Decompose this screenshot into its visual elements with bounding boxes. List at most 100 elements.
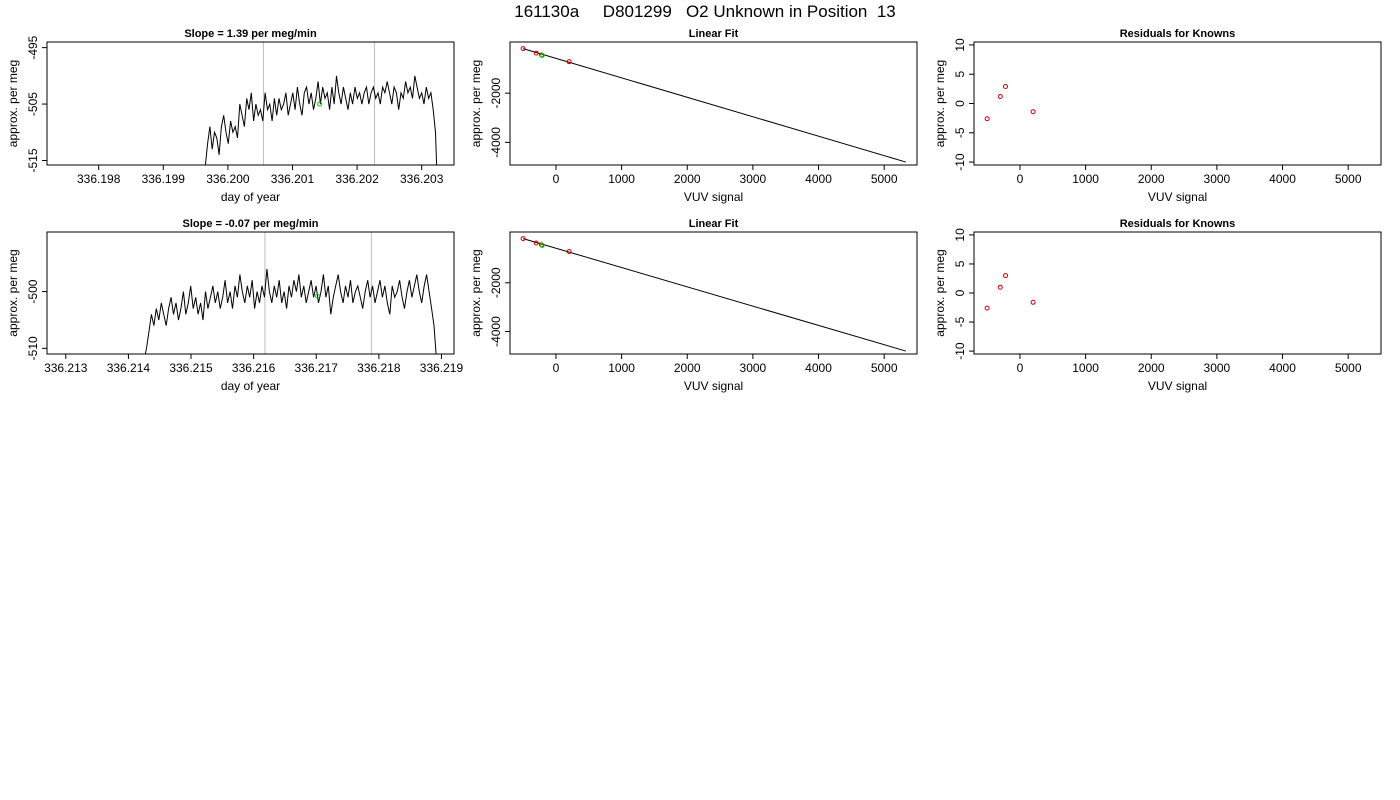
x-tick-label: 336.219 (420, 361, 464, 375)
known-point (533, 50, 539, 56)
y-axis-label: approx. per meg (933, 60, 947, 147)
x-axis-label: day of year (221, 379, 280, 393)
plot-frame (973, 231, 1382, 355)
series-trace (144, 268, 437, 354)
fit-line (522, 48, 906, 163)
x-tick-label: 1000 (608, 172, 635, 186)
x-tick-label: 1000 (1072, 361, 1099, 375)
x-axis-label: VUV signal (1148, 379, 1207, 393)
plot-frame (46, 41, 455, 166)
y-tick-label: 0 (953, 289, 967, 296)
x-tick-label: 336.203 (400, 172, 444, 186)
y-axis-label: approx. per meg (6, 60, 20, 147)
y-axis-label: approx. per meg (933, 249, 947, 336)
unknown-point (539, 53, 545, 59)
x-axis-label: day of year (221, 190, 280, 204)
x-tick-label: 0 (1017, 172, 1024, 186)
known-point (984, 116, 990, 122)
y-axis-label: approx. per meg (469, 249, 483, 336)
x-axis-label: VUV signal (684, 190, 743, 204)
panel-linear-fit-bottom: Linear Fit 0 1000 2000 3000 4000 5000 -2000 -400… (469, 218, 918, 393)
y-tick-label: -4000 (489, 127, 503, 158)
x-tick-label: 0 (1017, 361, 1024, 375)
x-tick-label: 4000 (805, 361, 832, 375)
y-tick-label: -2000 (489, 267, 503, 298)
x-tick-label: 3000 (1204, 172, 1231, 186)
known-point (566, 59, 572, 65)
plot-frame (973, 41, 1382, 166)
x-tick-label: 2000 (1138, 361, 1165, 375)
y-tick-label: -10 (953, 153, 967, 171)
known-point (1003, 273, 1009, 279)
panel-linear-fit-top: Linear Fit 0 1000 2000 3000 4000 5000 -2000 -400… (469, 28, 918, 204)
y-tick-label: -495 (26, 35, 40, 59)
panel-title: Slope = -0.07 per meg/min (182, 218, 318, 230)
panel-residuals-top: Residuals for Knowns 0 1000 2000 3000 4000 500… (933, 28, 1382, 204)
x-tick-label: 0 (553, 361, 560, 375)
x-axis-label: VUV signal (1148, 190, 1207, 204)
x-tick-label: 5000 (1335, 361, 1362, 375)
y-tick-label: -500 (26, 279, 40, 303)
unknown-marker (314, 293, 320, 299)
y-axis-label: approx. per meg (6, 249, 20, 336)
x-tick-label: 336.199 (142, 172, 186, 186)
y-tick-label: -2000 (489, 78, 503, 109)
x-tick-label: 336.216 (232, 361, 276, 375)
known-point (997, 284, 1003, 290)
x-tick-label: 3000 (1204, 361, 1231, 375)
panel-title: Linear Fit (689, 218, 739, 230)
known-point (1003, 84, 1009, 90)
known-point (984, 305, 990, 311)
panel-title: Slope = 1.39 per meg/min (184, 28, 317, 40)
x-tick-label: 5000 (871, 361, 898, 375)
figure-title: 161130a D801299 O2 Unknown in Position 1… (514, 2, 896, 21)
y-tick-label: -505 (26, 92, 40, 116)
y-tick-label: -10 (953, 342, 967, 360)
x-tick-label: 3000 (740, 361, 767, 375)
x-tick-label: 2000 (674, 361, 701, 375)
known-point (520, 236, 526, 242)
y-tick-label: -515 (26, 148, 40, 172)
panel-slope-bottom: Slope = -0.07 per meg/min 336.213 336.214 3… (6, 218, 463, 393)
x-tick-label: 2000 (1138, 172, 1165, 186)
x-tick-label: 5000 (1335, 172, 1362, 186)
panel-slope-top: Slope = 1.39 per meg/min 336.198 336.199 33… (6, 28, 455, 204)
x-tick-label: 2000 (674, 172, 701, 186)
x-tick-label: 1000 (1072, 172, 1099, 186)
x-tick-label: 336.218 (357, 361, 401, 375)
known-point (566, 249, 572, 255)
panel-title: Residuals for Knowns (1120, 28, 1236, 40)
known-point (1030, 299, 1036, 305)
y-tick-label: 0 (953, 100, 967, 107)
y-tick-label: 5 (953, 260, 967, 267)
x-tick-label: 4000 (1269, 361, 1296, 375)
x-tick-label: 1000 (608, 361, 635, 375)
series-trace (204, 75, 438, 165)
unknown-marker (317, 101, 323, 107)
x-tick-label: 336.200 (206, 172, 250, 186)
x-tick-label: 336.213 (44, 361, 88, 375)
known-point (1030, 109, 1036, 115)
x-tick-label: 4000 (805, 172, 832, 186)
unknown-point (539, 242, 545, 248)
x-tick-label: 3000 (740, 172, 767, 186)
x-tick-label: 336.215 (169, 361, 213, 375)
y-axis-label: approx. per meg (469, 60, 483, 147)
plot-frame (509, 41, 918, 166)
known-point (520, 46, 526, 52)
x-tick-label: 5000 (871, 172, 898, 186)
x-tick-label: 336.202 (335, 172, 379, 186)
x-tick-label: 4000 (1269, 172, 1296, 186)
x-axis-label: VUV signal (684, 379, 743, 393)
known-point (997, 93, 1003, 99)
y-tick-label: -4000 (489, 316, 503, 347)
y-tick-label: -510 (26, 336, 40, 360)
x-tick-label: 0 (553, 172, 560, 186)
plot-frame (46, 231, 455, 355)
fit-line (522, 238, 906, 352)
panel-title: Linear Fit (689, 28, 739, 40)
y-tick-label: 10 (953, 228, 967, 242)
y-tick-label: 5 (953, 71, 967, 78)
y-tick-label: 10 (953, 38, 967, 52)
